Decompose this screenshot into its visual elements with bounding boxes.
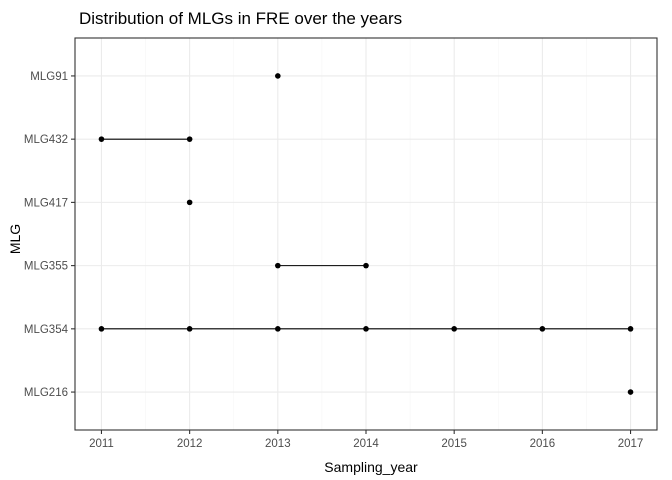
chart-title: Distribution of MLGs in FRE over the yea… — [79, 9, 402, 28]
data-point-mlg354 — [98, 326, 105, 332]
data-point-mlg432 — [186, 136, 193, 142]
x-axis-title: Sampling_year — [324, 459, 418, 475]
data-point-mlg354 — [275, 326, 281, 332]
y-tick-label: MLG354 — [24, 324, 69, 336]
data-point-mlg432 — [98, 136, 105, 142]
data-point-mlg355 — [363, 262, 369, 269]
y-axis-ticks: MLG216 MLG354 MLG355 MLG417 MLG432 MLG91 — [24, 71, 75, 399]
x-tick-label: 2014 — [353, 438, 379, 450]
y-tick-label: MLG355 — [24, 261, 68, 273]
y-axis-title: MLG — [7, 224, 23, 254]
y-tick-label: MLG417 — [24, 197, 68, 209]
x-tick-label: 2015 — [441, 438, 467, 450]
data-points — [98, 73, 634, 395]
y-tick-label: MLG432 — [24, 134, 68, 146]
x-tick-label: 2013 — [265, 438, 291, 450]
x-axis-ticks: 2011 2012 2013 2014 2015 2016 2017 — [89, 430, 643, 450]
data-point-mlg354 — [363, 326, 369, 332]
grid — [75, 38, 657, 430]
x-tick-label: 2017 — [618, 438, 644, 450]
data-point-mlg354 — [539, 326, 546, 332]
x-tick-label: 2011 — [89, 438, 114, 450]
y-tick-label: MLG216 — [24, 387, 68, 399]
data-point-mlg216 — [627, 389, 634, 395]
data-point-mlg355 — [275, 262, 281, 269]
data-point-mlg354 — [627, 326, 634, 332]
x-tick-label: 2016 — [530, 438, 556, 450]
data-point-mlg354 — [451, 326, 457, 332]
data-point-mlg91 — [275, 73, 281, 79]
x-tick-label: 2012 — [177, 438, 203, 450]
data-point-mlg417 — [186, 199, 193, 206]
data-point-mlg354 — [186, 326, 193, 332]
y-tick-label: MLG91 — [30, 71, 68, 83]
